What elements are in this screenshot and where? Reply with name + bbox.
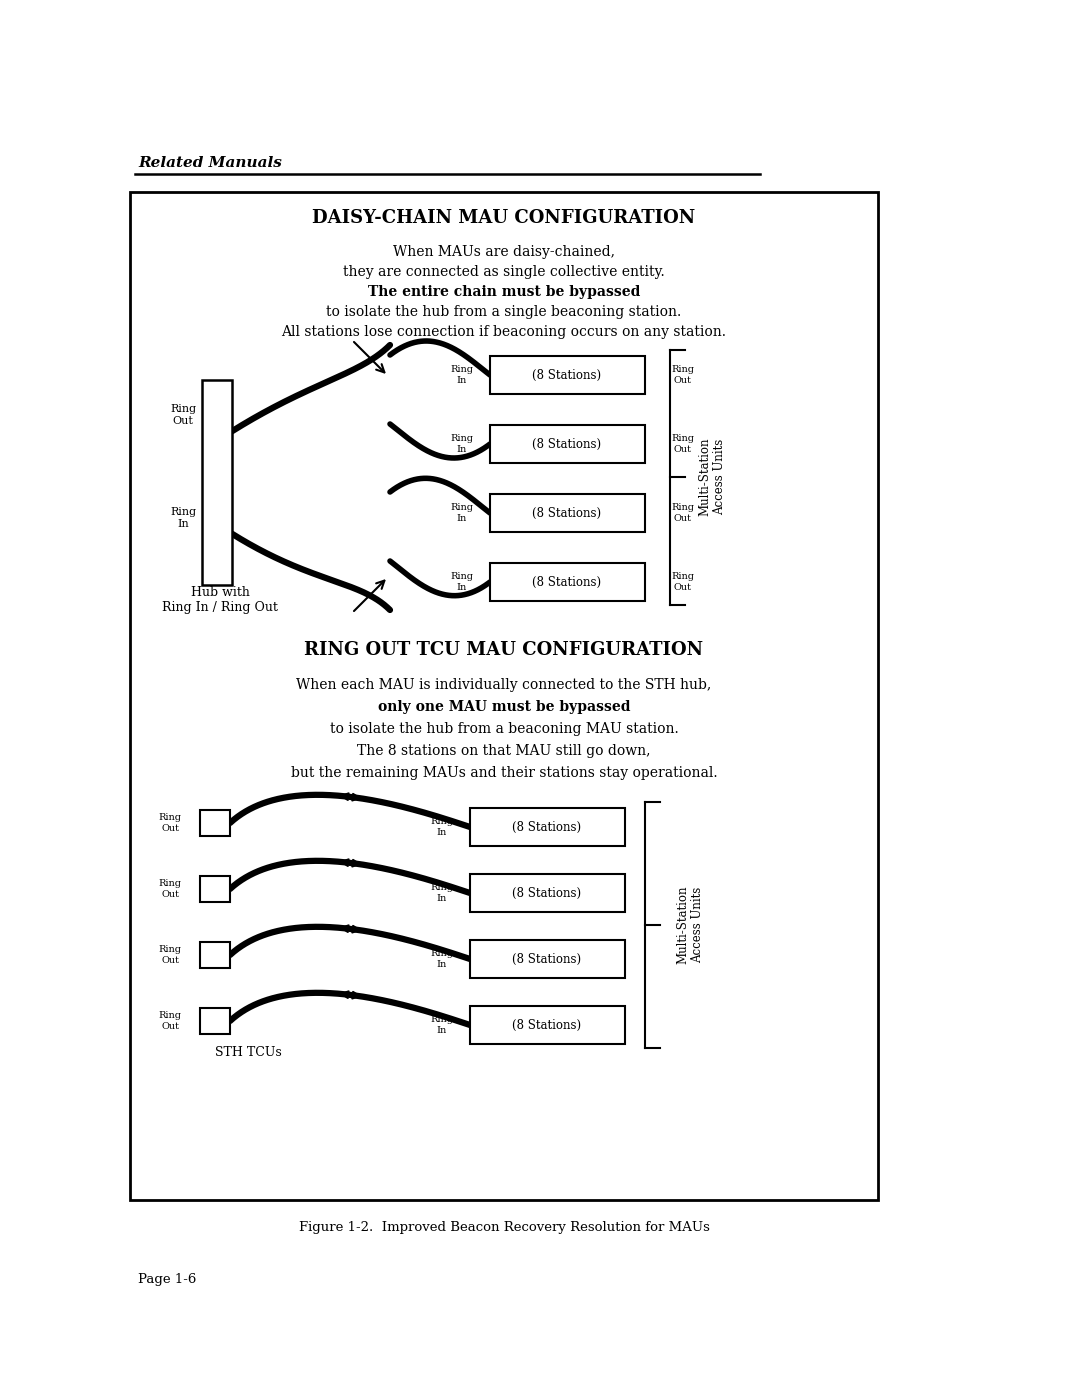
Text: RING OUT TCU MAU CONFIGURATION: RING OUT TCU MAU CONFIGURATION [305, 641, 703, 659]
Text: Ring
Out: Ring Out [159, 946, 181, 965]
Bar [470, 940, 625, 978]
Text: Ring
In: Ring In [431, 950, 454, 968]
Text: All stations lose connection if beaconing occurs on any station.: All stations lose connection if beaconin… [282, 326, 727, 339]
Text: Multi-Station
Access Units: Multi-Station Access Units [676, 886, 704, 964]
Text: (8 Stations): (8 Stations) [512, 820, 581, 834]
Text: Ring
Out: Ring Out [170, 404, 197, 426]
Bar [470, 875, 625, 912]
Text: When MAUs are daisy-chained,: When MAUs are daisy-chained, [393, 244, 615, 258]
Text: STH TCUs: STH TCUs [215, 1046, 282, 1059]
Text: Ring
In: Ring In [450, 573, 473, 592]
Bar [202, 380, 232, 585]
Text: only one MAU must be bypassed: only one MAU must be bypassed [378, 700, 631, 714]
Text: Ring
In: Ring In [450, 365, 473, 384]
Text: to isolate the hub from a beaconing MAU station.: to isolate the hub from a beaconing MAU … [329, 722, 678, 736]
Text: (8 Stations): (8 Stations) [512, 953, 581, 965]
Text: The 8 stations on that MAU still go down,: The 8 stations on that MAU still go down… [357, 745, 651, 759]
Text: Ring
Out: Ring Out [672, 573, 694, 592]
Bar [490, 356, 645, 394]
Text: Figure 1-2.  Improved Beacon Recovery Resolution for MAUs: Figure 1-2. Improved Beacon Recovery Res… [298, 1221, 710, 1235]
Text: (8 Stations): (8 Stations) [532, 437, 602, 450]
Text: (8 Stations): (8 Stations) [512, 887, 581, 900]
Text: When each MAU is individually connected to the STH hub,: When each MAU is individually connected … [296, 678, 712, 692]
Text: Ring
In: Ring In [431, 1016, 454, 1035]
Bar [470, 1006, 625, 1044]
Text: (8 Stations): (8 Stations) [532, 507, 602, 520]
Text: Ring
Out: Ring Out [672, 434, 694, 454]
Text: Related Manuals: Related Manuals [138, 156, 282, 170]
Bar [200, 876, 230, 902]
Text: (8 Stations): (8 Stations) [532, 576, 602, 588]
Text: Ring
Out: Ring Out [159, 813, 181, 833]
Text: Ring
In: Ring In [431, 817, 454, 837]
Bar [470, 807, 625, 847]
Text: Page 1-6: Page 1-6 [138, 1274, 197, 1287]
Bar [490, 425, 645, 462]
Text: Ring
In: Ring In [450, 503, 473, 522]
Text: (8 Stations): (8 Stations) [532, 369, 602, 381]
Text: Ring
In: Ring In [431, 883, 454, 902]
Text: Hub with
Ring In / Ring Out: Hub with Ring In / Ring Out [162, 585, 278, 615]
Text: DAISY-CHAIN MAU CONFIGURATION: DAISY-CHAIN MAU CONFIGURATION [312, 210, 696, 226]
Bar [200, 1009, 230, 1034]
Bar [490, 495, 645, 532]
Text: they are connected as single collective entity.: they are connected as single collective … [343, 265, 665, 279]
Text: but the remaining MAUs and their stations stay operational.: but the remaining MAUs and their station… [291, 766, 717, 780]
Text: Ring
In: Ring In [450, 434, 473, 454]
Text: Multi-Station
Access Units: Multi-Station Access Units [698, 437, 726, 517]
Text: (8 Stations): (8 Stations) [512, 1018, 581, 1031]
Bar [200, 810, 230, 835]
Text: The entire chain must be bypassed: The entire chain must be bypassed [368, 285, 640, 299]
Text: to isolate the hub from a single beaconing station.: to isolate the hub from a single beaconi… [326, 305, 681, 319]
Text: Ring
Out: Ring Out [159, 879, 181, 898]
Bar [490, 563, 645, 601]
Text: Ring
Out: Ring Out [159, 1011, 181, 1031]
Bar [200, 942, 230, 968]
Text: Ring
Out: Ring Out [672, 365, 694, 384]
Bar [130, 191, 878, 1200]
Text: Ring
Out: Ring Out [672, 503, 694, 522]
Text: Ring
In: Ring In [170, 507, 197, 529]
